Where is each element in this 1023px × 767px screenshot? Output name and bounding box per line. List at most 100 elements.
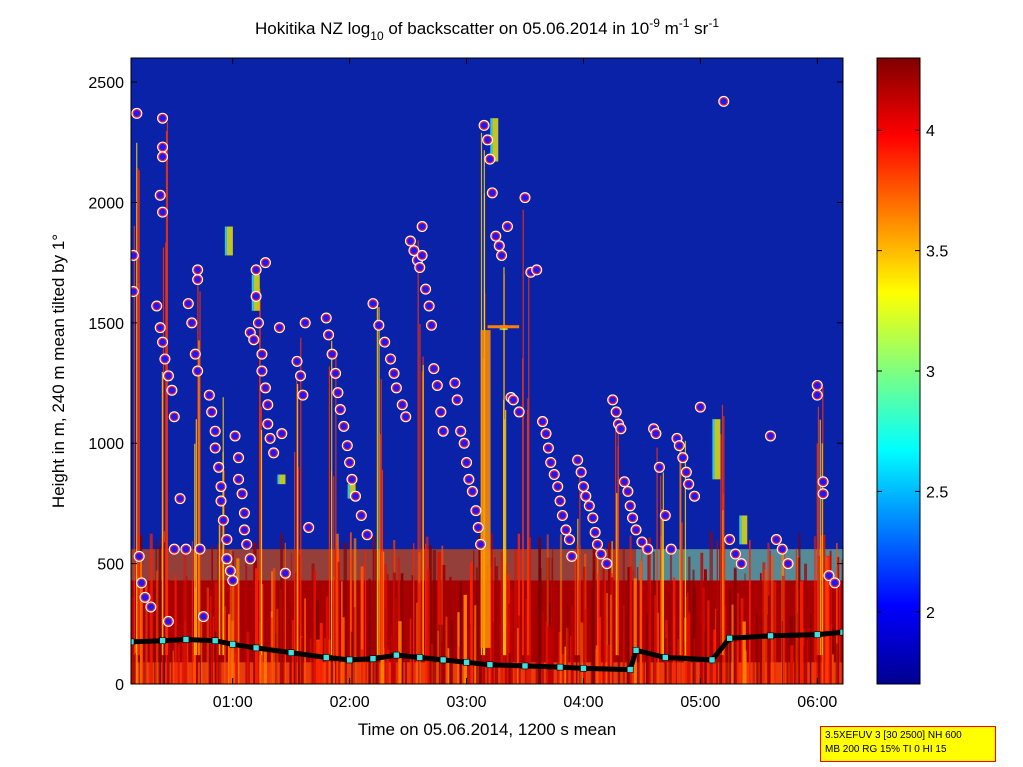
backscatter-streak <box>337 561 340 684</box>
cloud-base-point <box>423 300 435 312</box>
cloud-band <box>487 325 520 329</box>
cloud-base-point <box>552 481 564 493</box>
backscatter-streak <box>492 549 494 684</box>
cloud-base-dot <box>619 477 629 487</box>
cloud-edge <box>224 226 227 256</box>
cloud-base-point <box>145 601 157 613</box>
backscatter-streak <box>437 552 441 684</box>
cloud-base-point <box>326 348 338 360</box>
backscatter-streak <box>653 551 655 684</box>
cloud-base-dot <box>386 354 395 364</box>
cloud-streak <box>381 469 384 656</box>
backscatter-streak <box>525 598 529 684</box>
cloud-base-dot <box>588 513 598 523</box>
backscatter-streak <box>583 566 586 684</box>
cloud-base-point <box>238 524 250 536</box>
cloud-base-point <box>519 192 531 204</box>
backscatter-streak <box>280 533 283 684</box>
cloud-streak <box>527 398 529 656</box>
cloud-base-point <box>262 399 274 411</box>
backscatter-streak <box>279 606 282 684</box>
cloud-streak <box>656 447 658 656</box>
cloud-base-point <box>256 365 268 377</box>
cloud-base-dot <box>210 426 220 436</box>
backscatter-streak <box>384 563 388 684</box>
backscatter-streak <box>769 550 771 684</box>
cloud-base-point <box>330 367 342 379</box>
cloud-base-dot <box>292 356 302 366</box>
cloud-base-point <box>458 437 470 449</box>
backscatter-streak <box>629 566 632 684</box>
cloud-base-point <box>729 548 741 560</box>
backscatter-streak <box>609 594 612 684</box>
cloud-base-dot <box>818 489 828 499</box>
backscatter-streak <box>803 645 805 684</box>
backscatter-streak <box>675 626 677 684</box>
cloud-base-dot <box>401 412 411 422</box>
cloud-base-dot <box>158 207 167 217</box>
cloud-base-point <box>250 264 262 276</box>
cloud-base-point <box>782 558 794 570</box>
cloud-base-dot <box>520 193 530 203</box>
x-axis: 01:00 02:00 03:00 04:00 05:00 06:00 <box>213 58 837 711</box>
cloud-base-dot <box>158 152 167 162</box>
backscatter-streak <box>686 613 691 684</box>
cloud-base-dot <box>324 330 333 340</box>
cloud-base-dot <box>497 251 507 260</box>
cloud-base-point <box>400 411 412 423</box>
cloud-base-dot <box>214 462 224 472</box>
cloud-base-point <box>694 401 706 413</box>
cloud-base-dot <box>335 405 345 414</box>
cloud-base-dot <box>543 443 553 453</box>
cloud-base-point <box>449 377 461 389</box>
backscatter-streak <box>594 602 598 684</box>
backscatter-streak <box>784 554 786 684</box>
backscatter-streak <box>378 645 380 684</box>
cloud-base-dot <box>132 108 142 118</box>
backscatter-streak <box>636 567 639 684</box>
cloud-base-dot <box>254 318 263 328</box>
cloud-base-point <box>396 399 408 411</box>
backscatter-streak <box>375 549 378 684</box>
backscatter-streak <box>335 541 339 684</box>
cloud-base-dot <box>549 470 559 479</box>
cloud-base-point <box>416 221 428 233</box>
backscatter-streak <box>185 576 188 684</box>
backscatter-streak <box>633 578 637 684</box>
x-tick-label: 05:00 <box>680 694 720 711</box>
backscatter-streak <box>459 581 462 684</box>
backscatter-streak <box>602 548 605 684</box>
backscatter-streak <box>300 637 304 684</box>
cloud-base-point <box>229 430 241 442</box>
backscatter-streak <box>413 543 415 684</box>
backscatter-streak <box>622 547 625 684</box>
cloud-base-dot <box>483 135 492 145</box>
cloud-base-point <box>238 507 250 519</box>
backscatter-streak <box>400 573 404 684</box>
backscatter-streak <box>829 550 832 684</box>
backscatter-streak <box>289 601 292 684</box>
y-tick-label: 2000 <box>88 195 124 212</box>
cloud-base-point <box>349 490 361 502</box>
cloud-base-point <box>259 257 271 269</box>
cloud-base-point <box>493 240 505 252</box>
cloud-base-point <box>490 230 502 242</box>
cloud-base-dot <box>187 318 197 328</box>
backscatter-streak <box>606 644 611 684</box>
cloud-base-point <box>136 577 148 589</box>
boundary-layer-point <box>767 632 774 640</box>
cloud-base-point <box>575 466 587 478</box>
cloud-base-point <box>221 553 233 565</box>
cloud-base-point <box>139 591 151 603</box>
backscatter-streak <box>404 641 408 684</box>
backscatter-streak <box>766 614 769 684</box>
cloud-base-dot <box>576 467 586 477</box>
cloud-base-point <box>332 387 344 399</box>
cloud-streak <box>662 472 664 656</box>
backscatter-streak <box>372 535 375 684</box>
backscatter-streak <box>427 569 430 684</box>
cloud-base-point <box>659 509 671 521</box>
cloud-base-point <box>323 329 335 341</box>
cloud-base-dot <box>164 371 173 381</box>
cloud-base-dot <box>450 378 460 388</box>
